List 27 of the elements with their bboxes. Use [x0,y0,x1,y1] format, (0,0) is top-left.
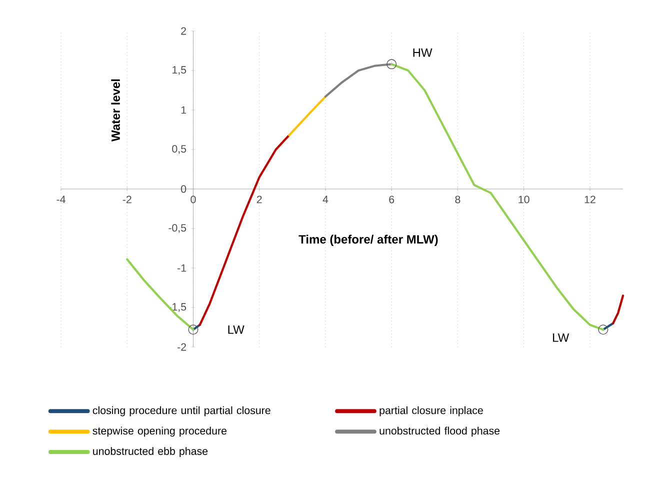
y-axis-title: Water level [111,79,120,142]
legend-label: partial closure inplace [380,406,483,416]
x-tick-label: -4 [56,196,66,204]
annotation: LW [553,333,570,342]
x-tick-label: 4 [322,196,328,204]
x-tick-label: 8 [455,196,460,204]
y-tick-label: 2 [181,27,186,35]
y-tick-label: 0 [181,185,186,193]
legend-label: unobstructed ebb phase [93,447,208,458]
x-tick-label: 12 [584,196,596,204]
y-tick-label: 0,5 [172,145,186,154]
y-tick-label: -1 [178,264,186,272]
legend-label: stepwise opening procedure [92,426,227,437]
y-tick-label: -2 [178,343,186,351]
legend-label: closing procedure until partial closure [92,406,270,416]
annotation: HW [413,48,432,57]
y-tick-label: 1 [181,106,186,114]
y-tick-label: 1,5 [172,66,186,75]
x-tick-label: 10 [518,196,530,204]
y-tick-label: -0,5 [168,224,186,233]
annotation: LW [228,325,244,334]
x-tick-label: 6 [389,196,394,204]
x-axis-title: Time (before/ after MLW) [298,234,438,246]
x-tick-label: 2 [256,196,262,204]
x-tick-label: 0 [190,196,196,204]
x-tick-label: -2 [122,196,132,204]
legend-label: unobstructed flood phase [380,426,500,437]
